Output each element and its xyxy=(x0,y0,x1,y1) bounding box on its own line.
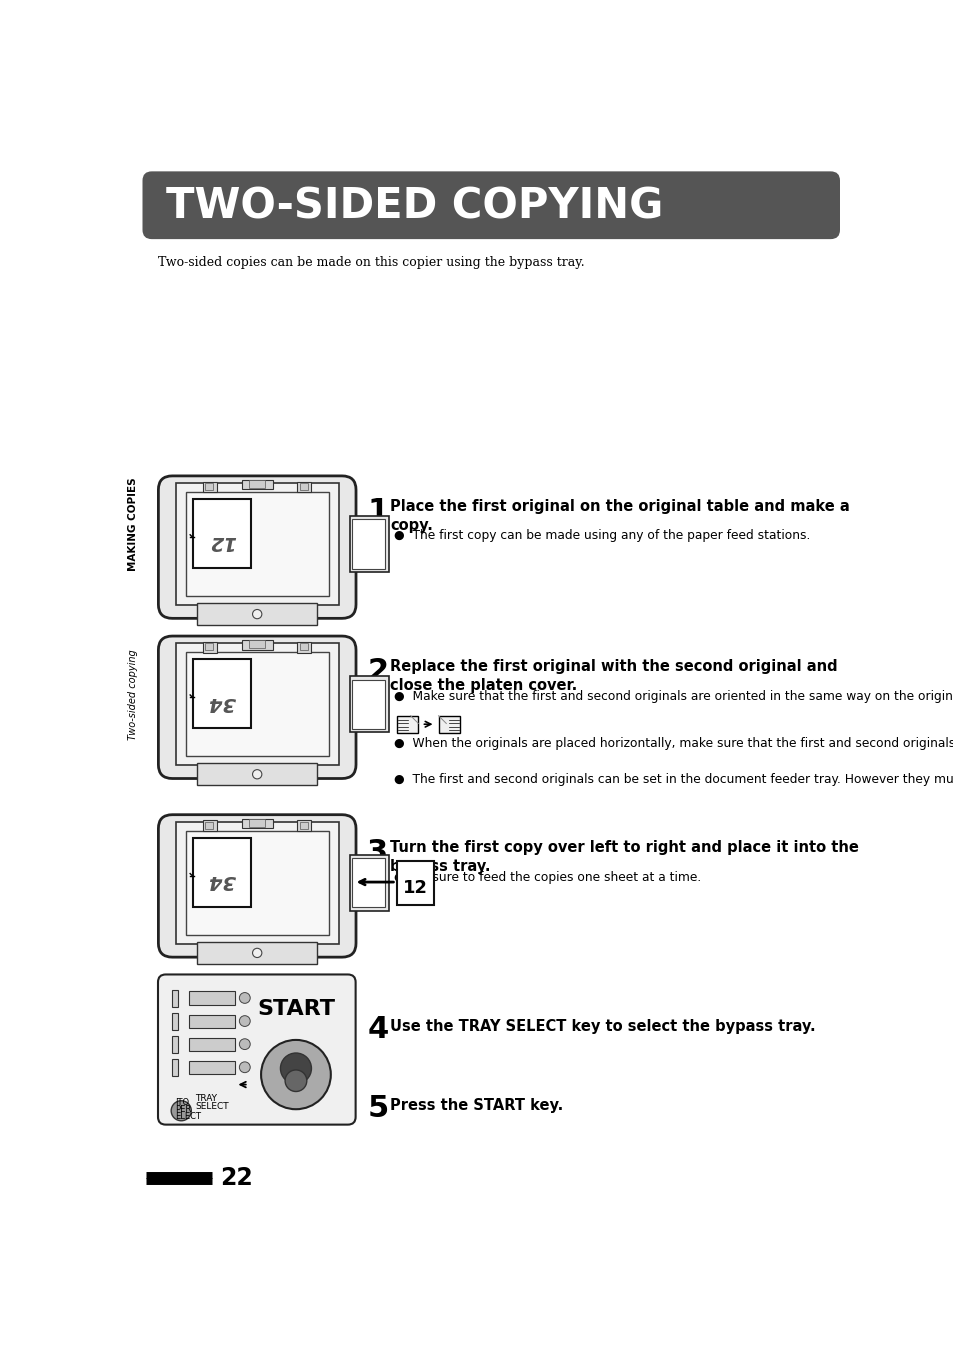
Circle shape xyxy=(239,1039,250,1050)
Text: 34: 34 xyxy=(209,871,235,890)
Text: Replace the first original with the second original and
close the platen cover.: Replace the first original with the seco… xyxy=(390,659,838,693)
Text: ●  Be sure to feed the copies one sheet at a time.: ● Be sure to feed the copies one sheet a… xyxy=(394,870,700,884)
Bar xyxy=(172,990,178,1006)
Text: SELECT: SELECT xyxy=(195,1101,229,1111)
Bar xyxy=(299,643,307,650)
Bar xyxy=(193,659,252,728)
Bar xyxy=(189,992,235,1005)
Text: START: START xyxy=(256,1000,335,1019)
Bar xyxy=(249,480,265,488)
Text: MAKING COPIES: MAKING COPIES xyxy=(128,477,138,571)
FancyBboxPatch shape xyxy=(142,172,840,239)
Circle shape xyxy=(239,993,250,1004)
Bar xyxy=(197,604,317,626)
Circle shape xyxy=(239,1016,250,1027)
Bar xyxy=(350,677,388,732)
Bar xyxy=(172,1036,178,1052)
Text: PER: PER xyxy=(174,1105,192,1113)
Text: Two-sided copies can be made on this copier using the bypass tray.: Two-sided copies can be made on this cop… xyxy=(158,257,584,269)
Bar xyxy=(189,1038,235,1051)
Circle shape xyxy=(253,948,261,958)
Bar xyxy=(189,1015,235,1028)
Text: ●  Make sure that the first and second originals are oriented in the same way on: ● Make sure that the first and second or… xyxy=(394,689,953,703)
Circle shape xyxy=(253,609,261,619)
Circle shape xyxy=(280,1052,311,1084)
Bar xyxy=(350,516,388,571)
Bar xyxy=(396,861,434,905)
Bar xyxy=(185,492,329,596)
Bar xyxy=(172,1059,178,1077)
Text: ITO: ITO xyxy=(174,1097,189,1106)
Bar xyxy=(241,819,273,828)
Bar xyxy=(297,482,311,493)
Bar xyxy=(203,642,216,653)
Bar xyxy=(185,653,329,757)
Bar xyxy=(249,819,265,827)
Circle shape xyxy=(285,1070,307,1092)
Text: TWO-SIDED COPYING: TWO-SIDED COPYING xyxy=(166,185,662,227)
Text: ELECT: ELECT xyxy=(174,1112,201,1120)
Bar xyxy=(203,482,216,493)
Circle shape xyxy=(261,1040,331,1109)
Bar xyxy=(241,640,273,650)
Circle shape xyxy=(239,1062,250,1073)
Bar xyxy=(205,643,213,650)
FancyBboxPatch shape xyxy=(158,974,355,1124)
Text: Place the first original on the original table and make a
copy.: Place the first original on the original… xyxy=(390,499,849,532)
Bar xyxy=(297,642,311,653)
FancyBboxPatch shape xyxy=(158,636,355,778)
Bar xyxy=(352,680,384,728)
Bar xyxy=(175,821,338,943)
Text: ●  The first copy can be made using any of the paper feed stations.: ● The first copy can be made using any o… xyxy=(394,530,810,542)
Bar xyxy=(352,858,384,908)
Bar xyxy=(185,831,329,935)
Bar xyxy=(396,716,418,732)
Text: Turn the first copy over left to right and place it into the
bypass tray.: Turn the first copy over left to right a… xyxy=(390,840,859,874)
Bar xyxy=(299,484,307,490)
Text: 4: 4 xyxy=(367,1016,388,1044)
Bar xyxy=(205,821,213,830)
Text: Use the TRAY SELECT key to select the bypass tray.: Use the TRAY SELECT key to select the by… xyxy=(390,1019,815,1034)
Bar xyxy=(299,821,307,830)
Bar xyxy=(241,480,273,489)
Text: 2: 2 xyxy=(367,657,388,686)
Bar xyxy=(352,519,384,569)
Text: 12: 12 xyxy=(209,532,235,551)
Bar xyxy=(172,1013,178,1029)
Text: TRAY: TRAY xyxy=(195,1094,217,1102)
Text: 1: 1 xyxy=(367,497,388,526)
Bar xyxy=(438,716,459,732)
Bar xyxy=(297,820,311,831)
Bar xyxy=(197,942,317,963)
Circle shape xyxy=(171,1101,192,1121)
Text: 34: 34 xyxy=(209,693,235,712)
Bar xyxy=(175,643,338,765)
Bar xyxy=(197,763,317,785)
Bar xyxy=(205,484,213,490)
Text: 3: 3 xyxy=(367,838,388,867)
Bar xyxy=(350,855,388,911)
Bar xyxy=(249,640,265,648)
Text: Press the START key.: Press the START key. xyxy=(390,1097,563,1113)
Bar xyxy=(203,820,216,831)
FancyBboxPatch shape xyxy=(158,815,355,957)
Bar xyxy=(193,838,252,907)
Text: ●  The first and second originals can be set in the document feeder tray. Howeve: ● The first and second originals can be … xyxy=(394,774,953,786)
Text: 12: 12 xyxy=(403,880,428,897)
Text: 22: 22 xyxy=(220,1166,253,1190)
Text: Two-sided copying: Two-sided copying xyxy=(128,650,138,740)
Text: ●  When the originals are placed horizontally, make sure that the first and seco: ● When the originals are placed horizont… xyxy=(394,738,953,750)
Bar xyxy=(189,1061,235,1074)
Circle shape xyxy=(253,770,261,780)
Text: 5: 5 xyxy=(367,1094,388,1123)
FancyBboxPatch shape xyxy=(158,476,355,619)
Bar xyxy=(175,484,338,605)
Bar xyxy=(193,499,252,569)
